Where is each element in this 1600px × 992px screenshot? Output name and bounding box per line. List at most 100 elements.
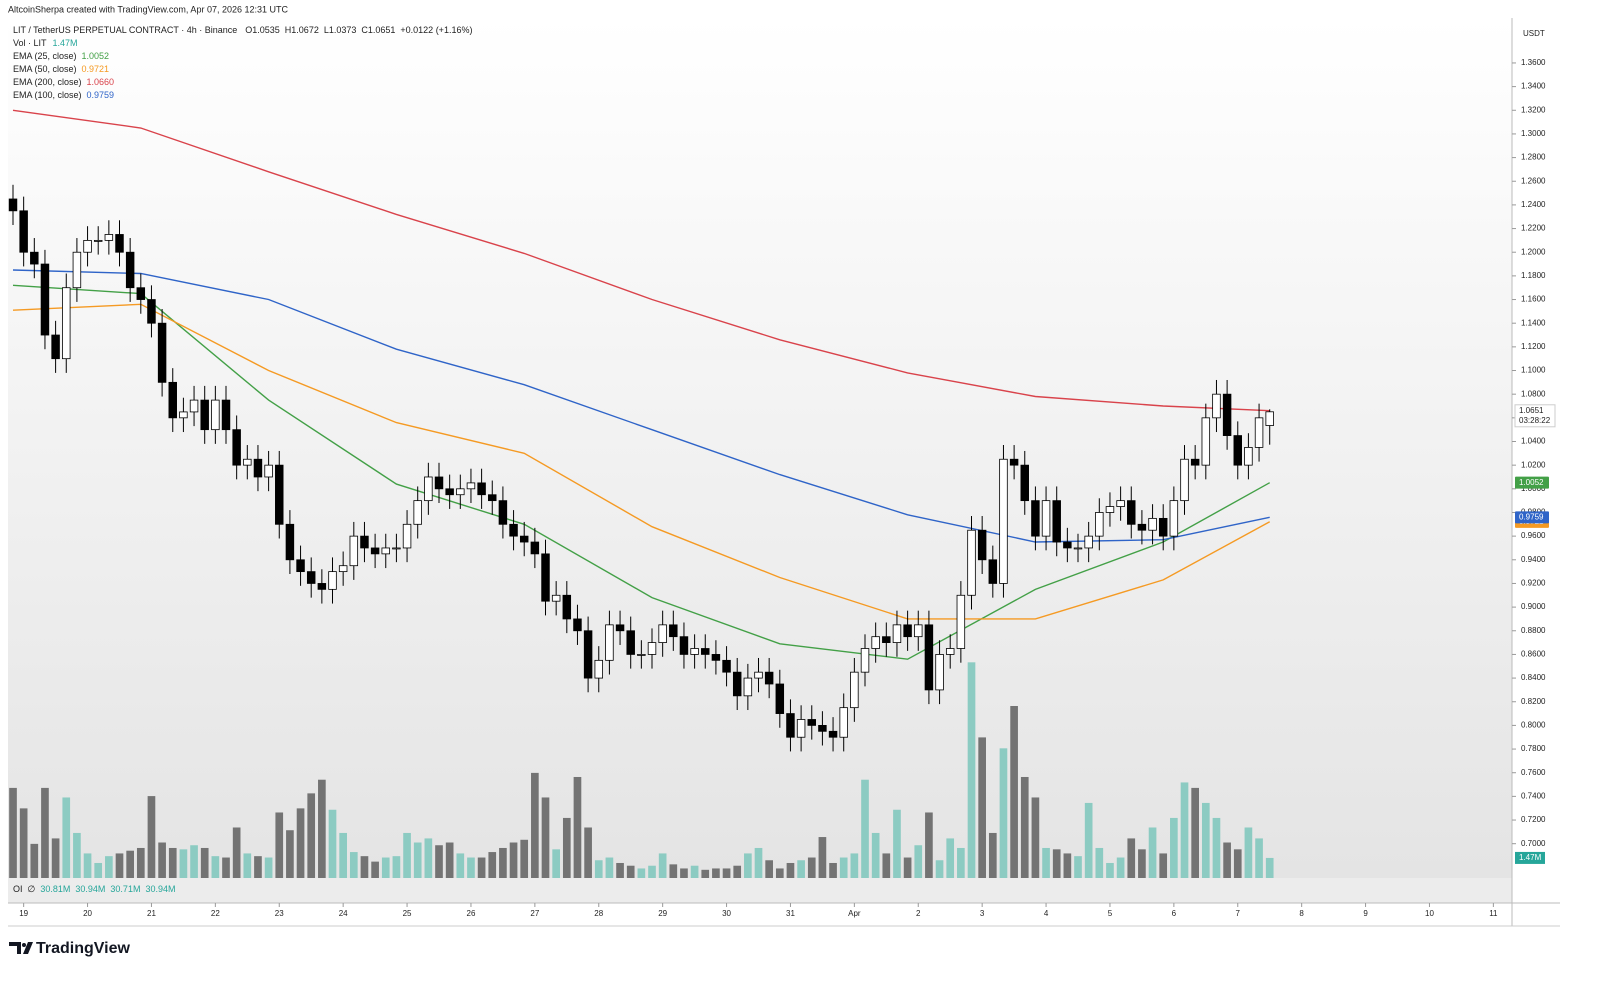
candle-body [1116, 500, 1125, 507]
candle-body [530, 541, 540, 555]
candle-body [189, 399, 199, 413]
volume-bar [1042, 847, 1050, 878]
oi-value: 30.94M [75, 884, 105, 894]
candle-body [850, 671, 859, 709]
candle-body [179, 411, 188, 419]
x-tick-label: 25 [403, 909, 412, 918]
volume-bar [797, 860, 805, 878]
volume-bar [62, 797, 71, 878]
candle-body [1212, 393, 1221, 419]
volume-bar [935, 860, 944, 878]
volume-bar [1031, 797, 1040, 878]
volume-bar [1010, 706, 1018, 878]
candle-body [168, 381, 177, 419]
volume-bar [648, 865, 656, 878]
volume-bar [9, 787, 17, 878]
volume-bar [552, 849, 560, 878]
y-tick-label: 1.1600 [1521, 295, 1546, 304]
candle-body [147, 299, 156, 324]
candle-body [296, 559, 305, 573]
volume-bar [637, 868, 646, 878]
candle-body [253, 458, 263, 478]
oi-value: 30.81M [40, 884, 70, 894]
candle-body [424, 476, 433, 502]
volume-bar [733, 865, 742, 878]
volume-bar [903, 857, 912, 878]
candle-body [573, 618, 582, 632]
candle-body [1127, 500, 1136, 525]
candle-body [1254, 417, 1264, 448]
ohlc-value: 1.0672 [291, 25, 319, 35]
y-tick-label: 0.9000 [1521, 602, 1546, 611]
volume-bar [871, 832, 880, 878]
volume-badge [1515, 851, 1545, 864]
ema-value: 1.0660 [87, 77, 115, 87]
candle-body [999, 458, 1008, 584]
candle-body [1169, 500, 1179, 537]
candle-body [988, 559, 998, 584]
volume-bar [73, 832, 81, 878]
candle-body [1201, 417, 1211, 466]
candle-body [30, 251, 39, 265]
x-tick-label: 22 [211, 909, 220, 918]
volume-bar [999, 748, 1008, 878]
y-tick-label: 1.0400 [1521, 437, 1546, 446]
candle-body [306, 571, 316, 584]
countdown: 03:28:22 [1519, 416, 1551, 425]
candle-body [413, 500, 422, 525]
candle-body [1148, 517, 1157, 531]
candle-body [1180, 458, 1189, 502]
volume-bar [381, 857, 390, 878]
volume-bar [190, 845, 198, 878]
volume-bar [1244, 827, 1253, 878]
candle-body [1105, 506, 1115, 513]
candle-body [1233, 435, 1242, 466]
y-tick-label: 1.2000 [1521, 247, 1546, 256]
candle-body [637, 654, 646, 656]
candle-body [956, 594, 966, 649]
volume-bar [1095, 847, 1104, 878]
candle-body [1244, 447, 1253, 466]
candle-body [903, 624, 912, 638]
volume-bar [882, 853, 891, 878]
ohlc-value: 1.0651 [368, 25, 396, 35]
price-badge [1514, 404, 1556, 428]
volume-bar [765, 860, 773, 878]
volume-bar [541, 797, 550, 878]
oi-symbol: ∅ [28, 884, 36, 894]
volume-bar [520, 839, 529, 878]
candle-body [594, 659, 603, 679]
brand-name: TradingView [36, 940, 131, 957]
volume-bar [988, 832, 997, 878]
ema-line [12, 303, 1271, 620]
candle-body [1222, 393, 1232, 436]
candle-body [1095, 512, 1104, 537]
candle-body [562, 594, 572, 620]
volume-bar [435, 845, 443, 878]
volume-bar [1255, 838, 1263, 878]
candle-body [1190, 458, 1200, 466]
volume-bar [499, 847, 507, 878]
ohlc-key: C [361, 25, 368, 35]
candle-body [839, 707, 848, 738]
candle-body [615, 624, 625, 632]
candle-body [317, 583, 327, 590]
volume-bar [584, 827, 592, 878]
y-tick-label: 1.1000 [1521, 366, 1546, 375]
candle-body [285, 523, 295, 561]
ema-name: EMA (200, close) [13, 77, 82, 87]
volume-bar [1116, 857, 1125, 878]
brand-logo [9, 942, 33, 954]
volume-bar [829, 862, 837, 878]
ema-badge-label: 0.9759 [1519, 512, 1544, 521]
candle-body [402, 523, 412, 549]
candle-body [1073, 547, 1083, 550]
volume-bar [1148, 827, 1157, 878]
candle-body [722, 659, 731, 673]
candle-body [392, 547, 401, 550]
y-tick-label: 1.2200 [1521, 224, 1546, 233]
candle-body [1158, 517, 1168, 537]
candle-body [1137, 523, 1147, 531]
y-tick-label: 0.8000 [1521, 721, 1546, 730]
x-tick-label: 2 [916, 909, 921, 918]
